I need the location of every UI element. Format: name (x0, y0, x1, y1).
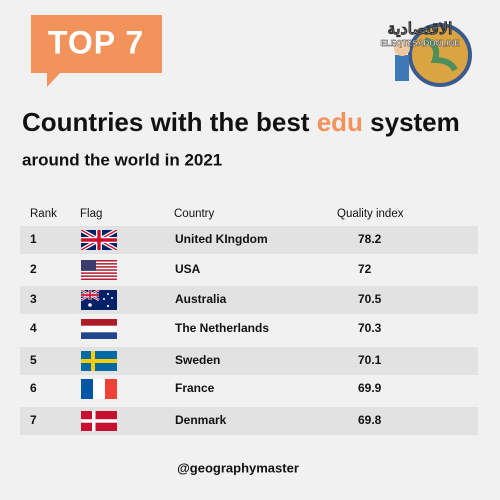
index-cell: 72 (358, 262, 372, 276)
rank-cell: 3 (30, 292, 37, 306)
badge (31, 15, 162, 87)
index-cell: 78.2 (358, 232, 382, 246)
badge-text: TOP 7 (48, 24, 144, 60)
logo: الاقتصادية ELEQTESADONLINE (380, 21, 472, 87)
rank-cell: 6 (30, 381, 37, 395)
index-cell: 70.3 (358, 321, 382, 335)
rank-cell: 1 (30, 232, 37, 246)
title: Countries with the best edu system (22, 107, 460, 137)
logo-latin: ELEQTESADONLINE (380, 39, 460, 48)
header-cell: Quality index (337, 208, 404, 220)
rank-cell: 4 (30, 321, 37, 335)
rank-cell: 7 (30, 413, 37, 427)
logo-arabic: الاقتصادية (388, 21, 453, 38)
header-cell: Rank (30, 208, 57, 220)
rank-cell: 2 (30, 262, 37, 276)
index-cell: 70.5 (358, 292, 382, 306)
title-part: Countries with the best (22, 107, 317, 137)
flag (81, 379, 117, 399)
index-cell: 69.9 (358, 381, 382, 395)
flag (81, 411, 117, 431)
country-cell: Sweden (175, 353, 220, 367)
country-cell: The Netherlands (175, 321, 269, 335)
index-cell: 69.8 (358, 413, 382, 427)
country-cell: France (175, 381, 215, 395)
table: Rank Flag Country Quality index 1 United KIng… (20, 208, 478, 435)
country-cell: USA (175, 262, 201, 276)
header-cell: Flag (80, 208, 102, 220)
subtitle: around the world in 2021 (22, 150, 222, 169)
country-cell: Denmark (175, 413, 227, 427)
index-cell: 70.1 (358, 353, 382, 367)
flag (81, 319, 117, 339)
header-cell: Country (174, 208, 215, 220)
country-cell: United KIngdom (175, 232, 268, 246)
footer: @geographymaster (177, 460, 299, 475)
flag (81, 260, 117, 280)
title-part: system (363, 107, 460, 137)
country-cell: Australia (175, 292, 227, 306)
flag (81, 290, 117, 310)
title-highlight: edu (317, 107, 363, 137)
flag (81, 230, 117, 250)
flag (81, 351, 117, 371)
rank-cell: 5 (30, 353, 37, 367)
